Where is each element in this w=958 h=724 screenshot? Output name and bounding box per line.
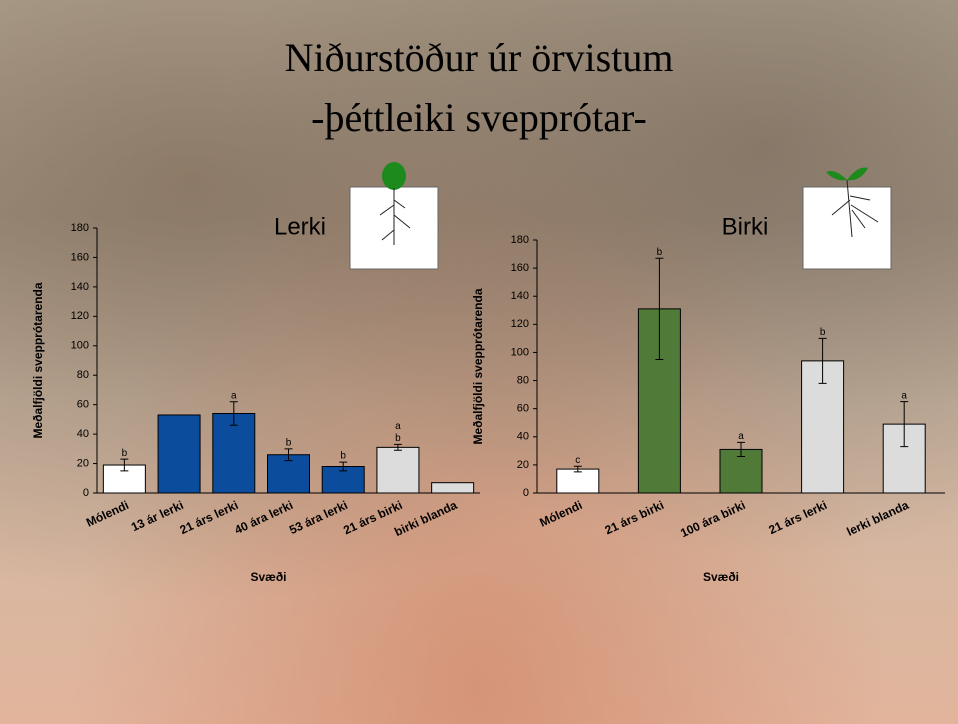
significance-letter: a <box>395 421 401 432</box>
y-tick-label: 180 <box>511 234 529 246</box>
x-tick-label: 13 ár lerki <box>129 498 186 534</box>
y-axis-label: Meðalfjöldi svepprótarenda <box>31 282 45 438</box>
significance-letter: b <box>122 448 128 459</box>
significance-letter: b <box>286 437 292 448</box>
y-tick-label: 80 <box>517 374 529 386</box>
y-tick-label: 160 <box>511 262 529 274</box>
y-tick-label: 160 <box>71 251 89 263</box>
y-tick-label: 140 <box>71 281 89 293</box>
slide: Niðurstöður úr örvistum -þéttleiki svepp… <box>0 0 958 724</box>
chart-title: Birki <box>722 213 769 240</box>
x-tick-label: 100 ára birki <box>678 498 747 540</box>
x-tick-label: 21 árs birki <box>603 498 666 537</box>
bar <box>432 483 474 493</box>
birch-icon <box>803 168 891 270</box>
y-tick-label: 60 <box>77 399 89 411</box>
significance-letter: b <box>340 451 346 462</box>
x-tick-label: 21 árs lerki <box>766 498 829 537</box>
significance-letter: b <box>395 433 401 444</box>
significance-letter: a <box>738 431 744 442</box>
significance-letter: b <box>820 327 826 338</box>
x-axis-label: Svæði <box>703 570 739 584</box>
chart-title: Lerki <box>274 213 326 240</box>
y-tick-label: 20 <box>77 457 89 469</box>
chart: Niðurstöður úr örvistum -þéttleiki svepp… <box>0 0 958 724</box>
bar <box>377 447 419 493</box>
significance-letter: c <box>575 455 580 466</box>
x-tick-label: lerki blanda <box>844 498 911 539</box>
x-tick-label: Mólendi <box>84 498 131 530</box>
x-tick-label: birki blanda <box>392 498 459 539</box>
x-tick-label: 21 árs lerki <box>178 498 241 537</box>
y-tick-label: 100 <box>511 346 529 358</box>
y-tick-label: 0 <box>523 487 529 499</box>
y-tick-label: 40 <box>77 428 89 440</box>
y-tick-label: 100 <box>71 340 89 352</box>
significance-letter: a <box>901 390 907 401</box>
y-tick-label: 120 <box>511 318 529 330</box>
y-tick-label: 80 <box>77 369 89 381</box>
y-tick-label: 60 <box>517 403 529 415</box>
y-tick-label: 20 <box>517 459 529 471</box>
x-tick-label: Mólendi <box>537 498 584 530</box>
y-tick-label: 40 <box>517 431 529 443</box>
significance-letter: b <box>657 247 663 258</box>
y-axis-label: Meðalfjöldi svepprótarenda <box>471 288 485 444</box>
larch-icon <box>350 162 438 269</box>
x-axis-label: Svæði <box>250 570 286 584</box>
slide-title: Niðurstöður úr örvistum <box>285 35 674 80</box>
y-tick-label: 140 <box>511 290 529 302</box>
y-tick-label: 0 <box>83 487 89 499</box>
y-tick-label: 180 <box>71 222 89 234</box>
y-tick-label: 120 <box>71 310 89 322</box>
slide-subtitle: -þéttleiki svepprótar- <box>311 95 647 140</box>
bar <box>158 415 200 493</box>
bar <box>557 469 599 493</box>
significance-letter: a <box>231 390 237 401</box>
x-tick-label: 40 ára lerki <box>232 498 295 537</box>
x-tick-label: 53 ára lerki <box>287 498 350 537</box>
